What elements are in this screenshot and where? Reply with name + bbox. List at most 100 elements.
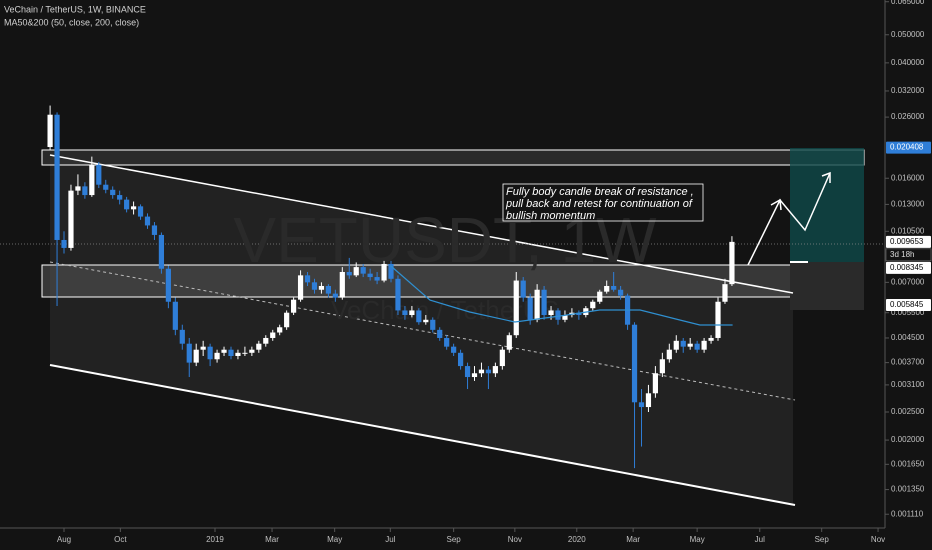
candle-body [430,319,436,330]
candle-body [541,289,547,316]
annotation-line: Fully body candle break of resistance , [506,186,694,198]
candle-body [708,337,714,341]
candle-body [297,275,304,300]
channel-fill [50,155,793,505]
candle-body [457,352,464,367]
candle-body [270,332,276,338]
candle-body [235,352,241,356]
candle-body [193,349,199,363]
candle-body [478,369,485,374]
candle-body [130,206,137,210]
y-tick-label: 0.004500 [891,333,925,342]
candle-body [54,114,60,240]
annotation-line: pull back and retest for continuation of [505,198,693,210]
chart-title: VeChain / TetherUS, 1W, BINANCE [4,4,146,14]
candle-body [256,343,262,350]
x-tick-label: Nov [871,535,885,544]
candle-body [103,184,109,190]
candle-body [409,310,415,316]
y-tick-label: 0.013000 [891,200,925,209]
candle-body [597,291,603,302]
plot [47,105,735,469]
candle-body [284,312,290,328]
candle-body [701,340,707,350]
price-label-box [886,235,931,248]
x-tick-label: Jul [385,535,395,544]
candle-body [214,352,220,360]
countdown-box [885,248,932,262]
price-axis [885,0,932,550]
candle-body [353,267,359,276]
candle-body [151,225,158,235]
candle-body [200,346,206,350]
candle-body [339,271,345,298]
x-tick-label: Sep [447,535,462,544]
candle-body [520,280,526,298]
candle-body [680,340,686,347]
watermark: VETUSDT, 1W [233,204,657,276]
y-tick-label: 0.002500 [891,407,925,416]
y-tick-label: 0.001650 [891,459,925,468]
candle-body [659,359,665,374]
price-label: 0.020408 [890,143,924,152]
y-tick-label: 0.050000 [891,30,925,39]
candle-body [464,366,471,378]
candle-body [68,190,74,248]
candle-body [513,280,519,336]
candle-body [548,310,554,316]
y-tick-label: 0.032000 [891,86,925,95]
candle-body [527,297,533,320]
x-tick-label: Mar [626,535,640,544]
price-label-box [886,261,931,274]
candle-body [242,352,248,354]
y-tick-label: 0.005500 [891,308,925,317]
candle-body [638,402,645,408]
candle-body [471,373,478,378]
candle-body [249,349,255,353]
candle-body [555,310,561,320]
candle-body [137,206,144,217]
candle-body [492,366,498,374]
candle-body [75,186,81,191]
candle-body [652,373,659,394]
target-box [790,148,864,262]
countdown: 3d 18h [890,250,914,259]
candle-body [89,164,95,196]
candle-body [165,268,171,302]
candle-body [172,301,178,330]
candle-body [576,312,582,316]
candle-body [311,282,318,290]
channel-bottom [49,364,796,506]
arrow-head [821,171,831,183]
candle-body [381,263,387,281]
x-tick-label: Jul [755,535,765,544]
candle-body [631,324,638,403]
candle-body [590,301,596,309]
x-tick-label: Nov [508,535,522,544]
candle-body [687,343,693,347]
x-tick-label: Aug [57,535,71,544]
y-tick-label: 0.003700 [891,358,925,367]
candle-body [604,285,610,292]
candle-body [318,285,325,290]
y-tick-label: 0.001350 [891,485,925,494]
candle-body [291,299,297,313]
legend-entry: MA50&200 (50, close, 200, close) [4,17,139,27]
candle-body [228,349,234,356]
stop-box [790,262,864,310]
candle-body [673,340,679,350]
candle-body [277,327,283,333]
y-tick-label: 0.007000 [891,277,925,286]
candle-body [444,337,450,347]
candle-body [96,164,102,185]
x-tick-label: Sep [815,535,830,544]
watermark-subtitle: VeChain / TetherUS [331,295,559,325]
candle-body [388,263,394,279]
x-tick-label: May [327,535,342,544]
candle-body [485,369,492,374]
candle-body [263,337,269,344]
candle-body [645,393,652,408]
candle-body [618,289,624,296]
x-tick-label: Oct [114,535,127,544]
